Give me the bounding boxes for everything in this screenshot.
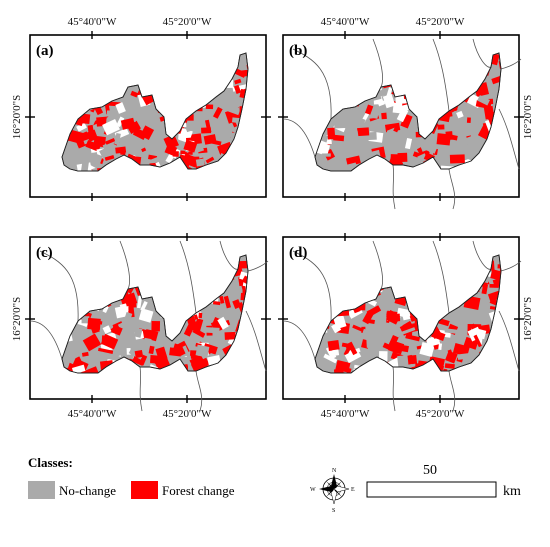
legend-label-forest-change: Forest change xyxy=(162,483,235,498)
legend: Classes: No-change Forest change xyxy=(28,455,235,499)
boundary-line xyxy=(219,240,239,270)
legend-swatch-forest-change xyxy=(131,481,158,499)
boundary-line xyxy=(448,370,456,412)
lat-label-right: 16°20'0"S xyxy=(522,297,534,342)
lat-label-left: 16°20'0"S xyxy=(11,297,23,342)
lon-label-bottom: 45°40'0"W xyxy=(68,408,117,420)
boundary-line xyxy=(372,38,383,88)
boundary-line xyxy=(498,310,520,372)
north-arrow-icon: N S E W xyxy=(310,468,355,514)
boundary-line xyxy=(472,38,492,68)
panel-label: (b) xyxy=(289,43,307,59)
boundary-line xyxy=(432,240,450,314)
boundary-line xyxy=(372,240,383,290)
boundary-line xyxy=(282,320,316,360)
lat-label-right: 16°20'0"S xyxy=(522,95,534,140)
boundary-line xyxy=(179,240,197,314)
lon-label-top: 45°40'0"W xyxy=(321,16,370,28)
lon-label-top: 45°20'0"W xyxy=(416,16,465,28)
scale-bar: 50 km xyxy=(366,463,521,499)
boundary-line xyxy=(139,366,143,412)
boundary-line xyxy=(119,240,130,290)
boundary-line xyxy=(500,58,522,70)
map-panel-a: (a) 45°40'0"W 45°20'0"W 16°20'0"S xyxy=(11,16,271,201)
legend-title: Classes: xyxy=(28,455,73,470)
scale-bar-rect xyxy=(366,481,497,498)
legend-swatch-no-change xyxy=(28,481,55,499)
compass-s: S xyxy=(332,508,335,514)
boundary-line xyxy=(498,108,520,170)
compass-w: W xyxy=(310,487,316,493)
boundary-line xyxy=(245,310,267,372)
panel-label: (d) xyxy=(289,245,307,261)
boundary-line xyxy=(472,240,492,270)
lon-label-top: 45°20'0"W xyxy=(163,16,212,28)
boundary-line xyxy=(195,370,203,412)
map-panels: (a) 45°40'0"W 45°20'0"W 16°20'0"S (b) 45°40'0… xyxy=(11,16,534,420)
panel-label: (c) xyxy=(36,245,53,261)
boundary-line xyxy=(500,260,522,272)
map-panel-b: (b) 45°40'0"W 45°20'0"W 16°20'0"S xyxy=(278,16,534,210)
lon-label-bottom: 45°20'0"W xyxy=(163,408,212,420)
boundary-line xyxy=(448,168,456,210)
legend-label-no-change: No-change xyxy=(59,483,116,498)
lat-label-left: 16°20'0"S xyxy=(11,95,23,140)
boundary-line xyxy=(392,366,396,412)
boundary-line xyxy=(292,250,332,322)
lon-label-top: 45°40'0"W xyxy=(68,16,117,28)
boundary-line xyxy=(247,260,269,272)
boundary-line xyxy=(282,118,316,158)
scale-value: 50 xyxy=(423,463,437,478)
boundary-line xyxy=(392,164,396,210)
lon-label-bottom: 45°20'0"W xyxy=(416,408,465,420)
map-panel-c: (c) 45°40'0"W 45°20'0"W 16°20'0"S xyxy=(11,233,271,420)
boundary-line xyxy=(39,250,79,322)
scale-unit: km xyxy=(503,484,521,499)
lon-label-bottom: 45°40'0"W xyxy=(321,408,370,420)
panel-label: (a) xyxy=(36,43,54,59)
boundary-line xyxy=(29,320,63,360)
compass-e: E xyxy=(351,487,355,493)
compass-n: N xyxy=(332,468,337,474)
boundary-line xyxy=(432,38,450,112)
boundary-line xyxy=(292,48,332,120)
map-panel-d: (d) 45°40'0"W 45°20'0"W 16°20'0"S xyxy=(278,233,534,420)
